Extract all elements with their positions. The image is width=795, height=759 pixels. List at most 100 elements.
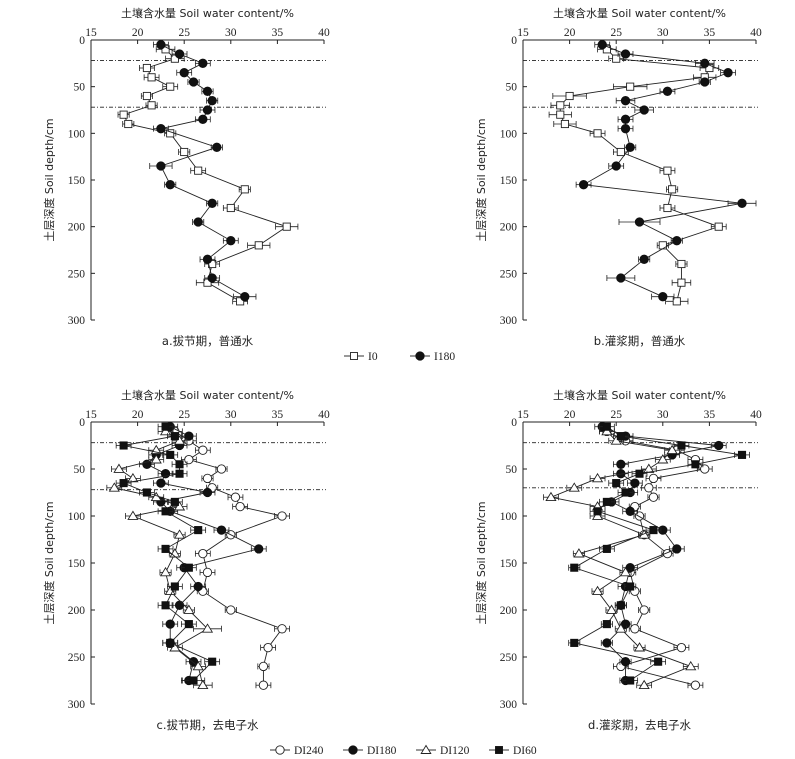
data-point [202, 567, 213, 578]
chart-panel-b: 15 20 25 30 35 40 0 50 100 150 200 250 300 土壤含水量 Soil… [474, 6, 762, 348]
legend-marker-di120 [420, 744, 432, 754]
data-point [226, 236, 236, 246]
data-point [648, 492, 659, 502]
data-point [173, 501, 186, 511]
series-i180 [575, 40, 757, 302]
data-point [611, 161, 621, 171]
x-tick-label: 25 [610, 27, 622, 39]
y-tick-label: 0 [79, 417, 85, 429]
y-tick-label: 300 [500, 699, 518, 711]
data-point [194, 526, 203, 535]
data-point [150, 454, 162, 464]
data-point [203, 278, 212, 287]
y-axis-title: 土层深度 Soil depth/cm [474, 118, 488, 241]
data-point [207, 273, 217, 283]
data-point [616, 432, 625, 441]
x-axis-title: 土壤含水量 Soil water content/% [121, 6, 294, 20]
panel-caption: a.拔节期，普通水 [162, 334, 254, 348]
y-tick-label: 250 [68, 268, 86, 280]
data-point [602, 544, 611, 553]
x-tick-label: 25 [178, 27, 190, 39]
x-tick-label: 35 [704, 27, 716, 39]
data-point [161, 507, 170, 516]
data-point [165, 180, 175, 190]
data-point [605, 604, 618, 614]
data-point [663, 166, 672, 175]
data-point [173, 529, 186, 539]
data-point [639, 605, 649, 615]
data-point [180, 147, 189, 157]
data-point [173, 435, 186, 445]
data-point [207, 198, 217, 208]
x-tick-label: 15 [517, 27, 529, 39]
data-point [612, 54, 621, 63]
series-i180 [149, 40, 257, 302]
data-point [663, 203, 672, 213]
x-tick-label: 40 [750, 409, 762, 421]
data-point [202, 473, 213, 484]
data-point [119, 441, 128, 450]
data-point [626, 82, 635, 91]
data-point [633, 642, 646, 652]
chart-panel-d: 15 20 25 30 35 40 0 50 100 150 200 250 300 土壤含水量 Soil… [474, 388, 762, 732]
data-point [545, 491, 557, 502]
data-point [634, 217, 645, 227]
data-point [602, 620, 611, 629]
data-point [668, 185, 677, 194]
data-point [175, 460, 184, 469]
data-point [565, 91, 574, 101]
data-point [639, 254, 649, 264]
data-point [621, 488, 630, 497]
x-tick-label: 25 [610, 409, 622, 421]
y-tick-label: 50 [74, 82, 86, 94]
data-point [142, 63, 151, 73]
data-point [630, 624, 640, 634]
data-point [625, 142, 635, 152]
data-point [677, 259, 686, 269]
x-tick-label: 15 [517, 409, 529, 421]
data-point [170, 54, 179, 63]
data-point [226, 605, 236, 615]
data-point [147, 101, 156, 110]
data-point [657, 454, 669, 464]
data-point [159, 425, 172, 436]
data-point [700, 464, 710, 474]
data-point [169, 548, 181, 558]
data-point [654, 657, 663, 666]
x-tick-label: 25 [178, 409, 190, 421]
y-axis-title: 土层深度 Soil depth/cm [42, 118, 56, 241]
data-point [556, 101, 565, 110]
x-tick-label: 30 [225, 409, 237, 421]
data-point [570, 563, 579, 572]
y-tick-label: 150 [500, 558, 518, 570]
data-point [165, 619, 175, 629]
data-point [578, 180, 589, 190]
data-point [282, 222, 291, 231]
data-point [170, 497, 179, 506]
legend-marker-i0 [350, 352, 358, 360]
data-point [184, 620, 193, 629]
data-point [198, 548, 208, 559]
x-tick-label: 40 [750, 27, 762, 39]
x-tick-label: 15 [85, 27, 97, 39]
data-point [593, 507, 602, 516]
data-point [593, 129, 602, 138]
x-tick-label: 15 [85, 409, 97, 421]
x-tick-label: 40 [318, 409, 330, 421]
data-point [156, 40, 166, 50]
data-point [602, 638, 612, 648]
legend-top: I0 I180 [344, 351, 455, 363]
data-point [597, 40, 607, 50]
data-point [235, 501, 245, 512]
x-tick-label: 35 [704, 409, 716, 421]
chart-panel-c: 15 20 25 30 35 40 0 50 100 150 200 250 300 土壤含水量 Soil… [42, 388, 330, 732]
data-point [254, 241, 263, 250]
series-line [573, 426, 743, 681]
x-tick-label: 20 [564, 27, 576, 39]
data-point [226, 203, 235, 213]
data-point [170, 432, 179, 441]
data-point [202, 487, 213, 498]
x-tick-label: 35 [272, 409, 284, 421]
